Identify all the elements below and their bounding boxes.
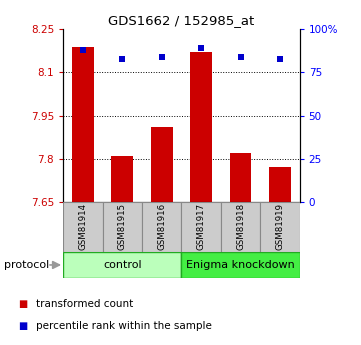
Bar: [72, 47, 94, 202]
Bar: [63, 202, 103, 252]
Text: ■: ■: [18, 321, 27, 331]
Point: [277, 56, 283, 61]
Bar: [151, 127, 173, 202]
Point: [238, 54, 243, 60]
Bar: [112, 156, 133, 202]
Text: ■: ■: [18, 299, 27, 308]
Point: [119, 56, 125, 61]
Point: [198, 46, 204, 51]
Text: GSM81918: GSM81918: [236, 203, 245, 250]
Bar: [142, 202, 182, 252]
Text: protocol: protocol: [4, 260, 49, 270]
Text: GSM81916: GSM81916: [157, 203, 166, 250]
Text: GSM81914: GSM81914: [78, 203, 87, 250]
Text: GSM81919: GSM81919: [275, 203, 284, 250]
Bar: [182, 252, 300, 278]
Title: GDS1662 / 152985_at: GDS1662 / 152985_at: [108, 14, 255, 27]
Bar: [269, 167, 291, 202]
Point: [159, 54, 165, 60]
Bar: [103, 202, 142, 252]
Bar: [182, 202, 221, 252]
Bar: [63, 252, 182, 278]
Text: percentile rank within the sample: percentile rank within the sample: [36, 321, 212, 331]
Text: GSM81915: GSM81915: [118, 203, 127, 250]
Bar: [221, 202, 260, 252]
Bar: [260, 202, 300, 252]
Point: [80, 47, 86, 53]
Bar: [230, 153, 251, 202]
Text: GSM81917: GSM81917: [197, 203, 206, 250]
Bar: [190, 52, 212, 202]
Text: Enigma knockdown: Enigma knockdown: [186, 260, 295, 270]
Text: transformed count: transformed count: [36, 299, 133, 308]
Text: control: control: [103, 260, 142, 270]
